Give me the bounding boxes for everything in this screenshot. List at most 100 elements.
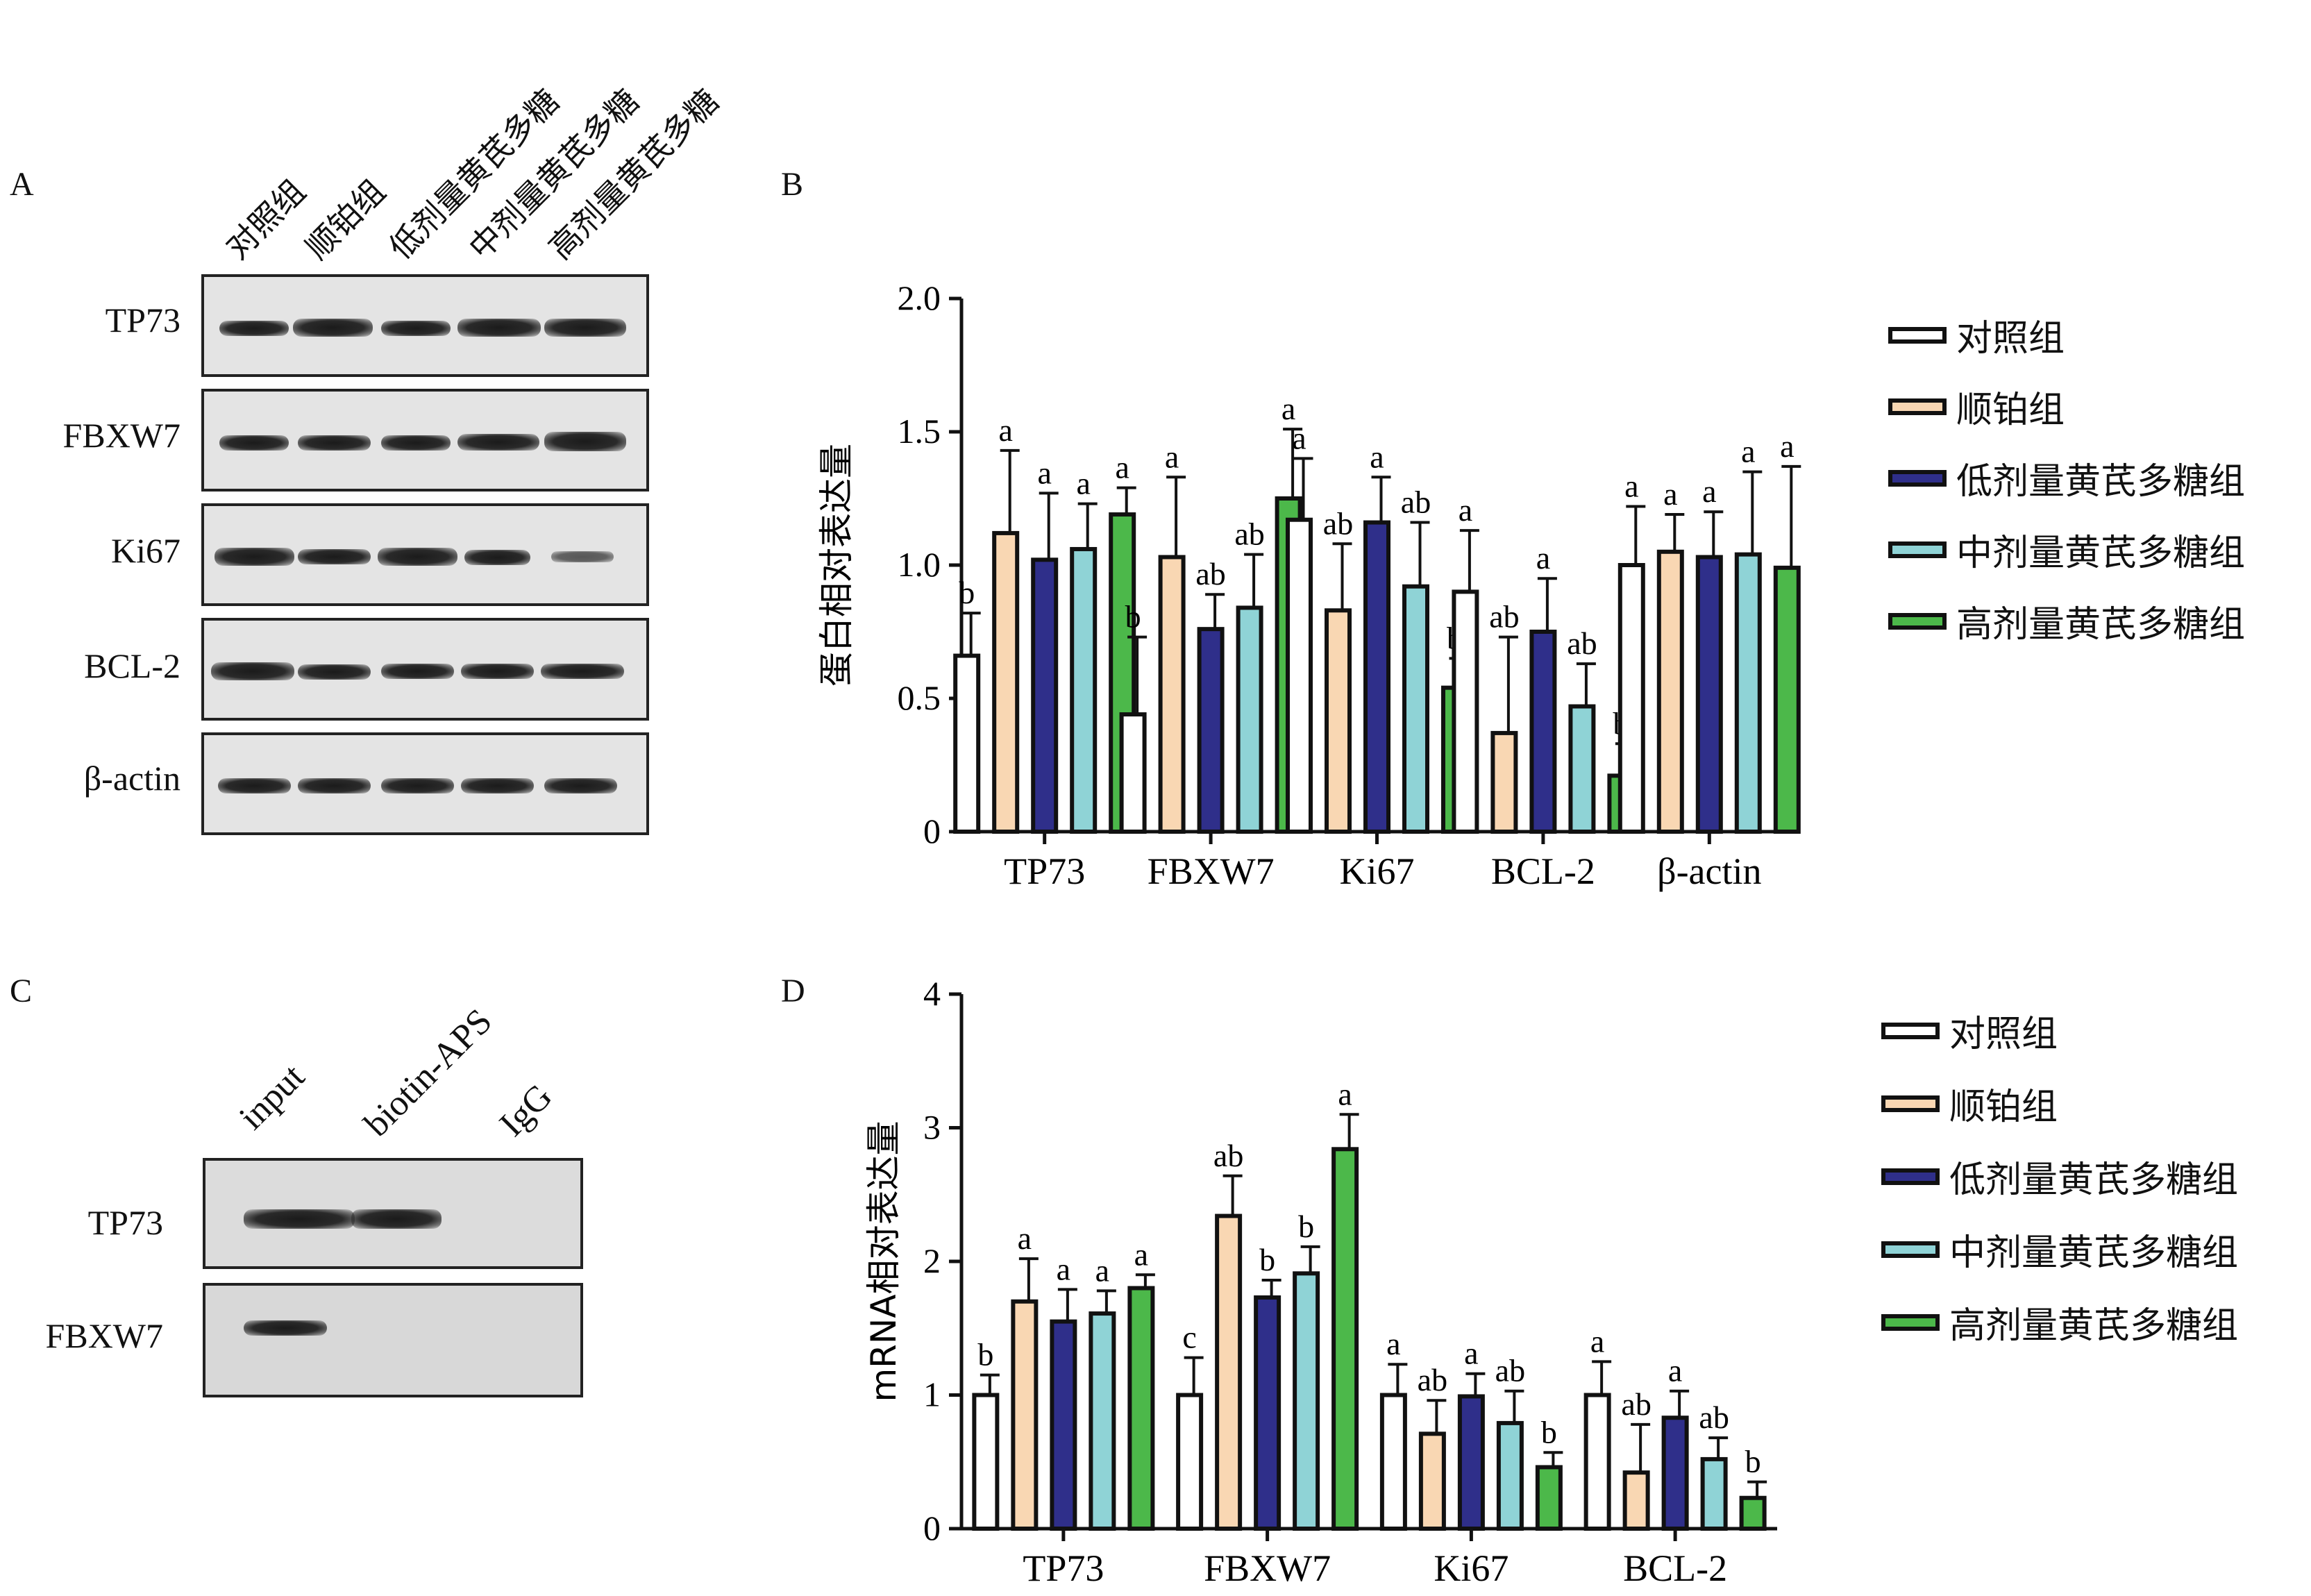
significance-label: a [1536, 540, 1550, 576]
blot-a-strip [201, 274, 649, 377]
panel-letter-b: B [781, 166, 804, 203]
blot-band [461, 664, 534, 679]
x-tick-label: TP73 [1004, 850, 1085, 892]
legend-label: 顺铂组 [1949, 1086, 2058, 1128]
legend-label: 低剂量黄芪多糖组 [1956, 461, 2246, 503]
blot-c-row-label: TP73 [87, 1203, 163, 1242]
legend-swatch [1888, 612, 1947, 630]
significance-label: b [1125, 599, 1141, 635]
bar [1773, 565, 1801, 834]
significance-label: ab [1699, 1400, 1729, 1435]
legend-item: 高剂量黄芪多糖组 [1881, 1296, 2238, 1348]
bar [1176, 1393, 1204, 1531]
x-tick-label: TP73 [1023, 1547, 1104, 1589]
blot-a-row-label: β-actin [83, 759, 180, 798]
bar [1325, 608, 1352, 834]
significance-label: a [1702, 473, 1716, 509]
blot-c-strip [203, 1158, 583, 1269]
legend-label: 高剂量黄芪多糖组 [1949, 1305, 2239, 1347]
bar [1158, 555, 1186, 834]
bar [1496, 1420, 1524, 1531]
significance-label: c [1182, 1320, 1196, 1355]
blot-band [464, 550, 530, 565]
legend-item: 顺铂组 [1881, 1077, 2058, 1129]
legend-swatch [1888, 326, 1947, 344]
blot-a-strip [201, 618, 649, 721]
significance-label: ab [1567, 625, 1597, 661]
significance-label: b [1613, 705, 1629, 741]
blot-c-row-label: FBXW7 [45, 1316, 163, 1355]
panel-letter-c: C [10, 973, 33, 1009]
legend-label: 对照组 [1956, 318, 2065, 360]
legend-swatch [1881, 1241, 1940, 1258]
blot-band [244, 1209, 355, 1229]
y-tick-label: 0 [923, 812, 941, 850]
x-tick-label: Ki67 [1340, 850, 1415, 892]
significance-label: a [1292, 420, 1306, 455]
bar [1418, 1431, 1446, 1531]
significance-label: a [1663, 476, 1677, 512]
blot-a-strip [201, 503, 649, 606]
bar [1236, 605, 1263, 834]
bar [1127, 1286, 1155, 1531]
x-tick-label: BCL-2 [1491, 850, 1595, 892]
y-axis-label: mRNA相对表达量 [864, 1120, 904, 1402]
significance-label: a [1115, 450, 1129, 485]
blot-band [298, 435, 371, 451]
significance-label: b [1541, 1414, 1557, 1450]
significance-label: ab [1213, 1138, 1243, 1173]
bar [1622, 1470, 1650, 1531]
legend-item: 顺铂组 [1888, 380, 2065, 432]
significance-label: a [1741, 434, 1755, 469]
y-tick-label: 2 [923, 1241, 941, 1280]
y-tick-label: 0 [923, 1509, 941, 1547]
bar [1656, 549, 1684, 834]
significance-label: a [1165, 439, 1179, 474]
blot-c-lane-label: IgG [491, 1076, 560, 1145]
legend-swatch [1881, 1168, 1940, 1185]
bar [1331, 1147, 1359, 1531]
significance-label: a [1338, 1076, 1352, 1111]
bar [1089, 1311, 1116, 1531]
significance-label: a [1386, 1326, 1400, 1361]
bar [1197, 627, 1225, 834]
blot-c-strip [203, 1283, 583, 1397]
significance-label: a [1590, 1323, 1604, 1359]
blot-band [211, 662, 294, 680]
bar [1363, 520, 1390, 834]
y-tick-label: 1.0 [898, 545, 941, 584]
significance-label: a [1370, 439, 1384, 474]
y-axis-label: 蛋白相对表达量 [816, 444, 857, 687]
significance-label: a [1076, 466, 1090, 501]
bar [1286, 517, 1313, 834]
bar [1293, 1271, 1320, 1531]
y-tick-label: 2.0 [898, 278, 941, 317]
panel-letter-d: D [781, 973, 805, 1009]
x-tick-label: FBXW7 [1204, 1547, 1331, 1589]
bar [1109, 512, 1136, 834]
blot-band [298, 778, 371, 793]
legend-label: 中剂量黄芪多糖组 [1956, 532, 2246, 574]
significance-label: a [1018, 1220, 1032, 1256]
bar [1661, 1416, 1689, 1531]
blot-c-lane-label: input [231, 1057, 312, 1138]
blot-band [293, 319, 373, 337]
blot-band [457, 434, 539, 451]
x-tick-label: Ki67 [1434, 1547, 1509, 1589]
legend-item: 低剂量黄芪多糖组 [1881, 1150, 2238, 1202]
bar [1529, 630, 1557, 834]
blot-band [244, 1320, 327, 1336]
blot-band [544, 432, 626, 451]
legend-item: 高剂量黄芪多糖组 [1888, 595, 2245, 647]
significance-label: b [1745, 1444, 1761, 1479]
bar [1070, 546, 1098, 834]
bar [1695, 555, 1723, 834]
significance-label: b [1259, 1242, 1275, 1277]
significance-label: b [1298, 1209, 1314, 1244]
legend-swatch [1881, 1313, 1940, 1331]
bar [1607, 773, 1635, 834]
significance-label: ab [1621, 1386, 1651, 1422]
legend-label: 高剂量黄芪多糖组 [1956, 604, 2246, 646]
bar [972, 1393, 1000, 1531]
bar [1379, 1393, 1407, 1531]
